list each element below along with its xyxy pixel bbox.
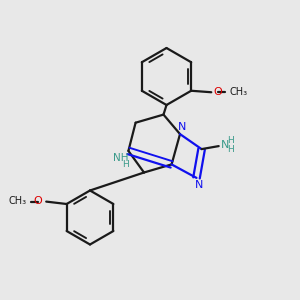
Text: H: H bbox=[227, 136, 234, 145]
Text: O: O bbox=[214, 87, 222, 97]
Text: O: O bbox=[34, 196, 43, 206]
Text: CH₃: CH₃ bbox=[9, 196, 27, 206]
Text: H: H bbox=[227, 145, 234, 154]
Text: N: N bbox=[220, 140, 229, 150]
Text: N: N bbox=[178, 122, 187, 133]
Text: CH₃: CH₃ bbox=[229, 87, 248, 97]
Text: NH: NH bbox=[113, 153, 129, 164]
Text: H: H bbox=[122, 160, 129, 169]
Text: N: N bbox=[195, 179, 203, 190]
